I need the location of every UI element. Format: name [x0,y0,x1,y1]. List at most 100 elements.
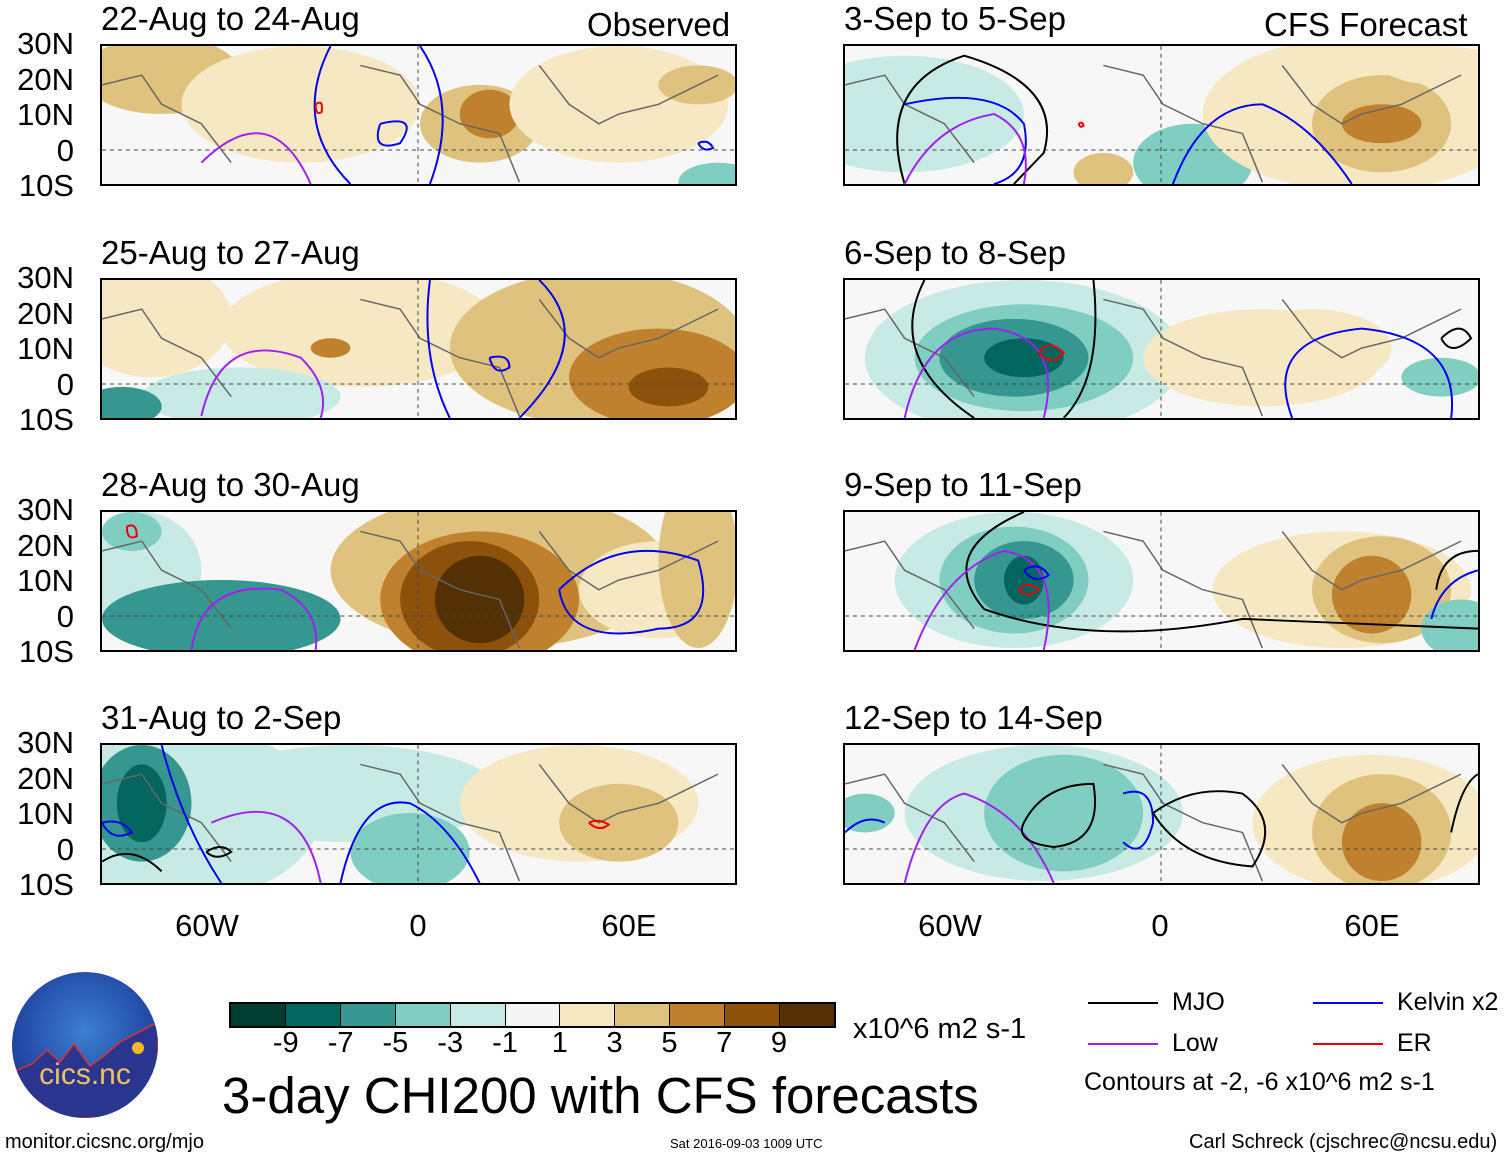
wave-contour [419,46,444,184]
anomaly-region [984,754,1144,872]
colorbar-tick: 7 [716,1027,733,1059]
colorbar-swatch [780,1004,834,1026]
chi200-map [102,280,735,418]
colorbar-tick: 1 [551,1027,568,1059]
colorbar-swatch [231,1004,286,1026]
y-axis-label: 10N [17,563,74,598]
y-axis-label: 0 [56,831,74,867]
wave-contour [903,792,1055,883]
colorbar-swatch [725,1004,781,1026]
colorbar-units: x10^6 m2 s-1 [853,1013,1027,1045]
wave-contour [205,846,233,858]
colorbar [229,1002,836,1028]
wave-contour [1077,121,1085,128]
wave-contour [488,355,511,372]
legend-mjo: MJO [1088,988,1225,1017]
coastline [845,763,1462,882]
y-axis-label: 20N [17,760,74,796]
anomaly-region [509,46,729,163]
wave-contour [160,745,223,883]
x-axis-label: 0 [409,908,427,943]
sun-icon [132,1042,144,1054]
y-axis-label: 30N [17,492,74,527]
colorbar-tick: -9 [272,1027,299,1059]
wave-contour [1021,782,1097,849]
wave-contour [210,810,322,883]
footer-author: Carl Schreck (cjschrec@ncsu.edu) [1189,1131,1498,1153]
wave-contour [911,280,975,418]
anomaly-region [459,89,520,139]
y-axis-label: 10N [17,331,74,366]
wave-contour [965,512,1478,633]
anomaly-region [845,55,1024,173]
chi200-map [102,745,735,883]
anomaly-region [1232,309,1392,387]
x-axis-label: 60W [175,908,239,943]
wave-contour [376,120,408,147]
contour-note: Contours at -2, -6 x10^6 m2 s-1 [1084,1068,1435,1096]
chi200-map [102,46,735,184]
wave-contour [200,132,312,184]
chi200-map [845,280,1478,418]
wave-contour [1152,790,1267,868]
x-axis-label: 60W [918,908,982,943]
y-axis-label: 0 [56,366,74,402]
wave-contour [1037,344,1065,362]
wave-contour [1430,569,1478,620]
wave-contour [697,140,715,151]
chi200-map [845,512,1478,650]
wave-contour [903,113,1027,184]
map-panel [843,743,1480,885]
wave-contour [1440,327,1473,349]
anomaly-region [628,367,709,407]
wave-contour [913,549,1050,650]
coastline [102,530,719,649]
chi200-map [845,745,1478,883]
anomaly-region [1331,555,1412,634]
chi200-map [102,512,735,650]
colorbar-swatch [615,1004,671,1026]
y-axis-label: 0 [56,132,74,168]
wave-contour [904,96,1027,184]
y-axis-label: 10N [17,796,74,831]
panel-title: 22-Aug to 24-Aug [101,0,360,37]
coastline [102,64,719,183]
wave-contour [102,852,163,873]
map-panel [843,44,1480,186]
panel-title: 31-Aug to 2-Sep [101,699,342,736]
anomaly-region [434,555,525,644]
y-axis-label: 10S [18,168,74,203]
colorbar-swatch [505,1004,561,1026]
anomaly-region [1381,46,1478,85]
colorbar-swatch [285,1004,341,1026]
x-axis-label: 0 [1151,908,1169,943]
colorbar-tick: 9 [770,1027,788,1059]
anomaly-region [678,162,735,184]
colorbar-tick: 3 [606,1027,623,1059]
wave-contour [313,46,352,184]
wave-contour [518,280,566,418]
forecast-label: CFS Forecast [1264,6,1468,43]
anomaly-region [1341,803,1422,882]
y-axis-label: 10N [17,97,74,132]
wave-contour [1018,583,1041,596]
legend-low: Low [1088,1029,1218,1058]
wave-contour [190,587,318,650]
footer-url[interactable]: monitor.cicsnc.org/mjo [5,1131,204,1153]
y-axis-label: 30N [17,26,74,61]
wave-contour [1062,280,1097,418]
colorbar-tick: -3 [437,1027,464,1059]
map-panel [843,510,1480,652]
y-axis-label: 10S [18,402,74,437]
colorbar-swatch [450,1004,506,1026]
coastline [845,298,1462,417]
wave-contour [1450,773,1478,833]
colorbar-tick: -5 [382,1027,409,1059]
anomaly-region [102,512,162,551]
anomaly-region [1003,555,1044,605]
legend-er: ER [1313,1029,1432,1058]
colorbar-tick: -7 [327,1027,354,1059]
anomaly-region [1341,104,1422,144]
wave-contour [314,101,323,115]
panel-title: 3-Sep to 5-Sep [844,0,1066,37]
